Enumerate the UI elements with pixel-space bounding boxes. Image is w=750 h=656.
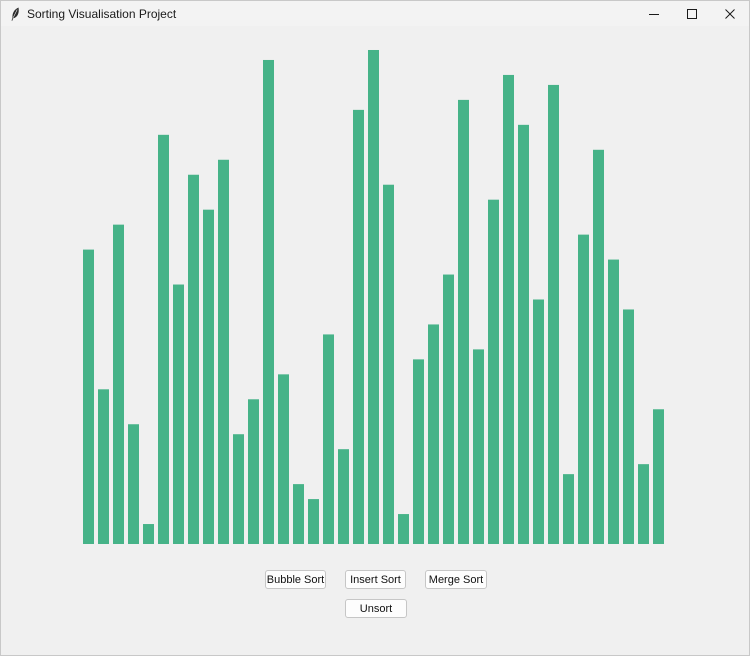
bar-chart bbox=[1, 26, 749, 556]
bar-29 bbox=[503, 75, 514, 544]
feather-icon bbox=[10, 7, 20, 21]
bar-34 bbox=[578, 235, 589, 544]
maximize-icon bbox=[687, 9, 697, 19]
bar-31 bbox=[533, 299, 544, 544]
bar-2 bbox=[98, 389, 109, 544]
bar-8 bbox=[188, 175, 199, 544]
bar-11 bbox=[233, 434, 244, 544]
bar-6 bbox=[158, 135, 169, 544]
bar-28 bbox=[488, 200, 499, 544]
bar-24 bbox=[428, 324, 439, 544]
maximize-button[interactable] bbox=[673, 1, 711, 26]
bar-5 bbox=[143, 524, 154, 544]
bar-27 bbox=[473, 349, 484, 544]
bar-37 bbox=[623, 309, 634, 544]
minimize-button[interactable] bbox=[635, 1, 673, 26]
close-icon bbox=[725, 9, 735, 19]
bar-21 bbox=[383, 185, 394, 544]
bar-chart-canvas bbox=[1, 26, 749, 556]
bar-38 bbox=[638, 464, 649, 544]
bar-22 bbox=[398, 514, 409, 544]
bar-33 bbox=[563, 474, 574, 544]
insert-sort-button[interactable]: Insert Sort bbox=[345, 570, 406, 589]
bar-26 bbox=[458, 100, 469, 544]
bar-14 bbox=[278, 374, 289, 544]
bar-25 bbox=[443, 275, 454, 544]
window-controls bbox=[635, 1, 749, 26]
merge-sort-button[interactable]: Merge Sort bbox=[425, 570, 487, 589]
window-title: Sorting Visualisation Project bbox=[27, 7, 176, 21]
bar-32 bbox=[548, 85, 559, 544]
bar-30 bbox=[518, 125, 529, 544]
bar-19 bbox=[353, 110, 364, 544]
bar-7 bbox=[173, 285, 184, 544]
bar-35 bbox=[593, 150, 604, 544]
close-button[interactable] bbox=[711, 1, 749, 26]
bar-36 bbox=[608, 260, 619, 544]
bar-4 bbox=[128, 424, 139, 544]
bar-10 bbox=[218, 160, 229, 544]
bubble-sort-button[interactable]: Bubble Sort bbox=[265, 570, 326, 589]
bar-39 bbox=[653, 409, 664, 544]
bar-9 bbox=[203, 210, 214, 544]
bar-13 bbox=[263, 60, 274, 544]
bar-20 bbox=[368, 50, 379, 544]
bar-1 bbox=[83, 250, 94, 544]
unsort-button[interactable]: Unsort bbox=[345, 599, 407, 618]
title-bar[interactable]: Sorting Visualisation Project bbox=[1, 1, 749, 26]
bar-18 bbox=[338, 449, 349, 544]
bar-12 bbox=[248, 399, 259, 544]
bar-17 bbox=[323, 334, 334, 544]
bar-16 bbox=[308, 499, 319, 544]
bar-23 bbox=[413, 359, 424, 544]
bar-15 bbox=[293, 484, 304, 544]
minimize-icon bbox=[649, 9, 659, 19]
bar-3 bbox=[113, 225, 124, 544]
